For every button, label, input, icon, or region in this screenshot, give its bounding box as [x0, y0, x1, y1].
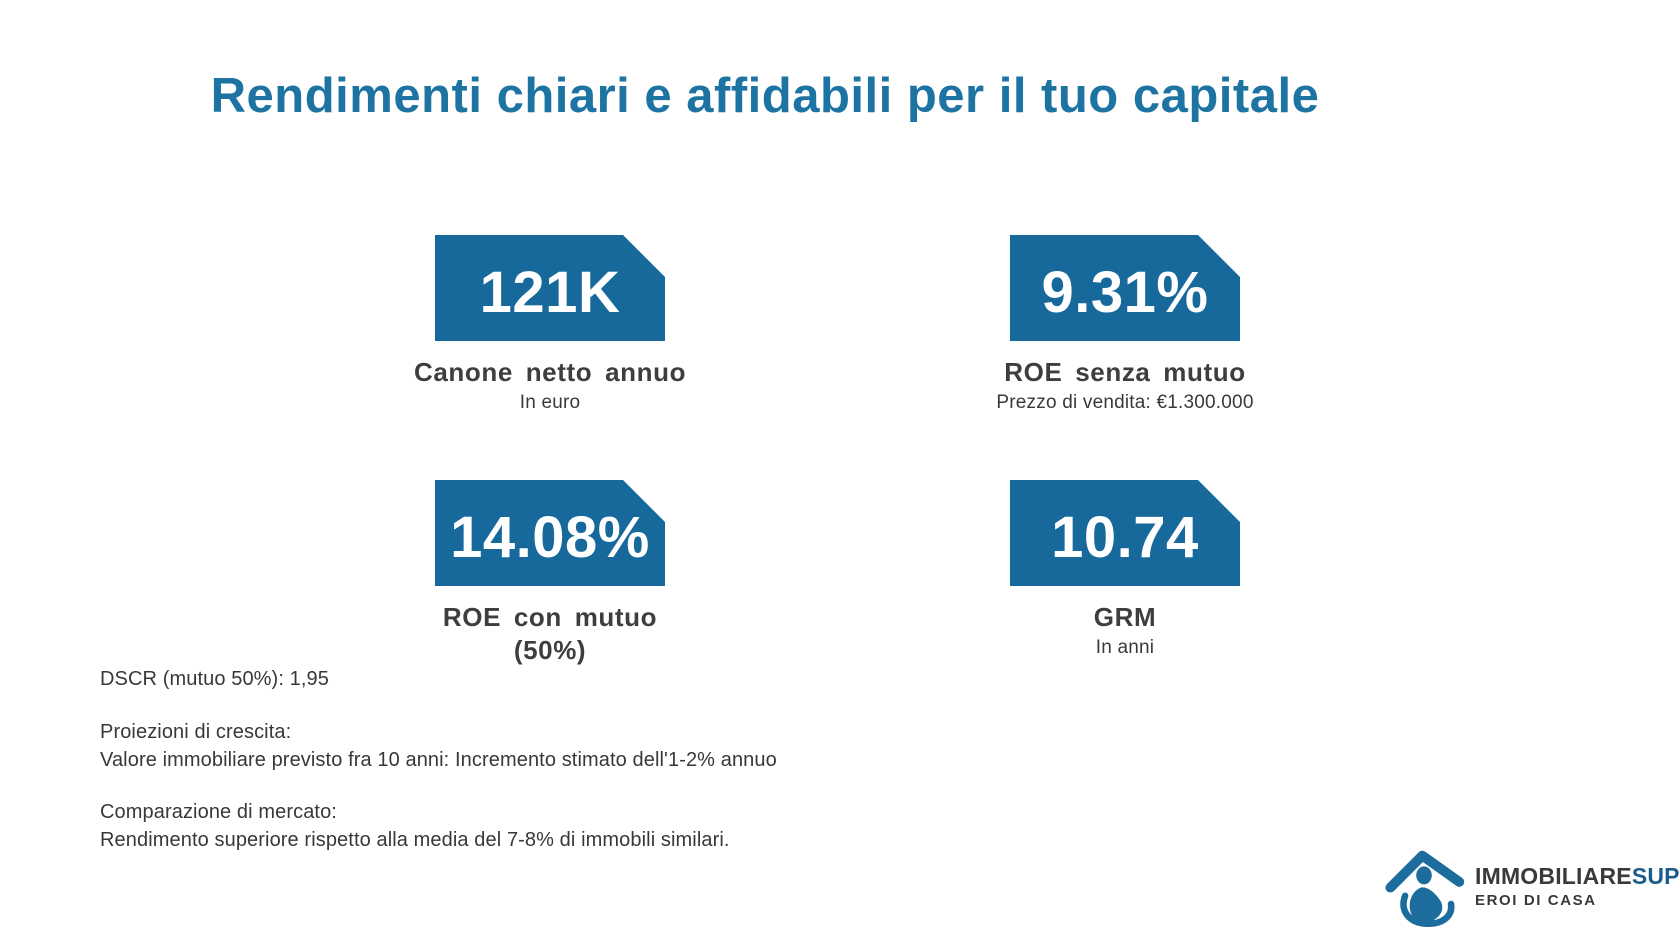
stat-sublabel: In anni — [1095, 636, 1155, 658]
stat-label: ROE senza mutuo — [1004, 357, 1246, 387]
note-line: Rendimento superiore rispetto alla media… — [100, 829, 730, 851]
stat-label: ROE con mutuo — [442, 602, 658, 632]
stat-badge: 121K — [435, 235, 665, 341]
stat-sublabel: In euro — [519, 391, 581, 413]
brand-tagline: EROI DI CASA — [1475, 892, 1597, 909]
note-dscr: DSCR (mutuo 50%): 1,95 — [100, 665, 329, 693]
house-person-logo-icon — [1385, 850, 1465, 928]
note-proiezioni-di-crescita: Proiezioni di crescita: Valore immobilia… — [100, 718, 777, 774]
stat-label: GRM — [1093, 602, 1157, 632]
stat-value: 9.31% — [1041, 259, 1209, 325]
stat-card-roe-senza-mutuo: 9.31% ROE senza mutuo Prezzo di vendita:… — [955, 235, 1295, 414]
stat-badge: 14.08% — [435, 480, 665, 586]
stat-sublabel: Prezzo di vendita: €1.300.000 — [996, 391, 1254, 413]
note-line: Valore immobiliare previsto fra 10 anni:… — [100, 749, 777, 771]
stat-card-canone-netto-annuo: 121K Canone netto annuo In euro — [380, 235, 720, 414]
stat-sublabel: (50%) — [513, 634, 587, 665]
slide-title: Rendimenti chiari e affidabili per il tu… — [210, 69, 1320, 123]
stat-badge: 10.74 — [1010, 480, 1240, 586]
stat-badge: 9.31% — [1010, 235, 1240, 341]
stat-value: 14.08% — [450, 504, 650, 570]
stat-label: Canone netto annuo — [413, 357, 687, 387]
note-comparazione-di-mercato: Comparazione di mercato: Rendimento supe… — [100, 798, 730, 854]
stat-value: 10.74 — [1051, 504, 1199, 570]
stat-card-grm: 10.74 GRM In anni — [955, 480, 1295, 659]
stat-value: 121K — [479, 259, 621, 325]
stat-card-roe-con-mutuo: 14.08% ROE con mutuo (50%) — [380, 480, 720, 666]
note-line: DSCR (mutuo 50%): 1,95 — [100, 668, 329, 690]
note-line: Comparazione di mercato: — [100, 801, 337, 823]
note-line: Proiezioni di crescita: — [100, 721, 292, 743]
brand-primary: IMMOBILIARE — [1475, 863, 1632, 889]
